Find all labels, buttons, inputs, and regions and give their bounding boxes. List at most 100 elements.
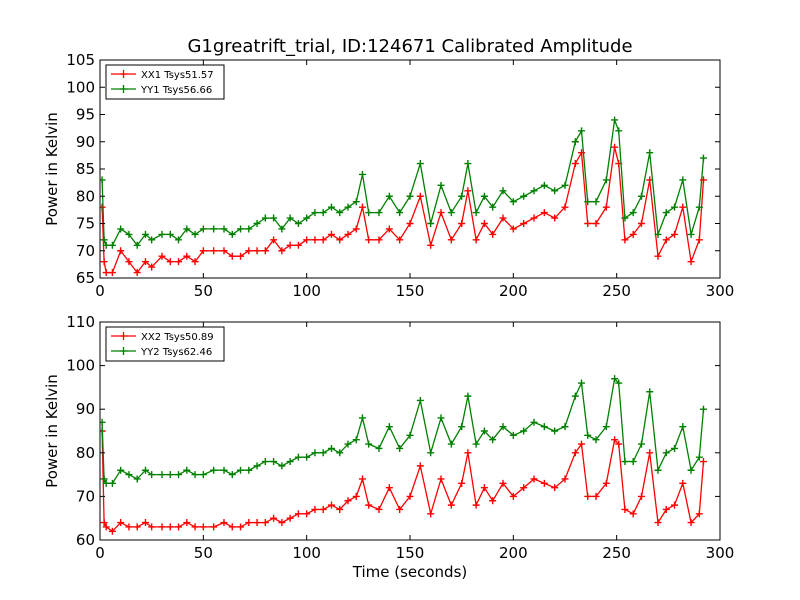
data-point [108,269,116,277]
data-point [148,263,156,271]
y-tick-label: 95 [76,106,95,124]
x-tick-label: 250 [602,544,631,562]
data-point [584,492,592,500]
data-point [102,479,110,487]
data-point [578,127,586,135]
data-point [344,440,352,448]
data-point [327,501,335,509]
data-point [278,462,286,470]
data-point [158,230,166,238]
y-tick-label: 100 [66,78,95,96]
data-point [303,510,311,518]
data-point [646,388,654,396]
data-point [191,471,199,479]
data-point [100,258,108,266]
data-point [294,220,302,227]
data-point [396,236,404,244]
x-tick-label: 100 [292,282,321,300]
data-point [278,519,286,527]
data-point [540,479,548,487]
data-point [261,214,269,222]
data-point [427,241,435,249]
data-point [489,497,497,505]
data-point [375,444,383,452]
data-point [133,475,141,483]
data-point [571,160,579,168]
data-point [108,479,116,487]
data-point [592,198,600,206]
y-tick-label: 65 [76,269,95,287]
data-point [406,220,414,227]
data-point [133,241,141,249]
data-point [327,230,335,238]
data-point [303,236,311,244]
data-point [699,458,707,466]
legend-label: XX2 Tsys50.89 [141,332,214,343]
data-point [416,462,424,470]
legend-swatch-marker [119,332,128,340]
data-point [385,484,393,492]
data-point [584,220,592,227]
data-point [637,440,645,448]
series-0 [100,143,707,277]
data-point [480,484,488,492]
data-point [602,203,610,211]
data-point [611,375,619,383]
data-point [237,466,245,474]
data-point [472,236,480,244]
data-point [551,214,559,222]
data-point [447,236,455,244]
data-point [520,484,528,492]
data-point [375,236,383,244]
data-point [210,225,218,233]
y-tick-label: 90 [76,133,95,151]
data-point [687,230,695,238]
data-point [336,505,344,513]
data-point [621,505,629,513]
data-point [637,492,645,500]
data-point [166,230,174,238]
y-tick-label: 90 [76,400,95,418]
data-point [117,466,125,474]
data-point [199,225,207,233]
data-point [396,209,404,217]
data-point [437,181,445,189]
data-point [561,181,569,189]
data-point [100,236,108,244]
x-tick-label: 100 [292,544,321,562]
data-point [509,492,517,500]
data-point [191,258,199,266]
data-point [102,241,110,249]
data-point [406,192,414,200]
data-point [311,449,319,457]
data-point [406,492,414,500]
x-tick-label: 300 [706,282,735,300]
data-point [228,230,236,238]
data-point [336,236,344,244]
data-point [286,214,294,222]
data-point [530,214,538,222]
data-point [183,519,191,527]
data-point [499,214,507,222]
data-point [611,143,619,151]
y-axis-label: Power in Kelvin [43,374,61,488]
data-point [699,154,707,162]
y-tick-label: 80 [76,444,95,462]
data-point [695,453,703,461]
data-point [530,418,538,426]
legend-swatch-marker [119,347,128,355]
data-point [458,220,466,227]
legend-swatch-marker [119,85,128,93]
data-point [365,236,373,244]
data-point [319,236,327,244]
data-point [344,497,352,505]
data-point [311,236,319,244]
data-point [327,444,335,452]
data-point [396,444,404,452]
data-point [253,220,261,227]
data-point [662,236,670,244]
series-0 [100,427,707,535]
data-point [100,176,106,184]
data-point [571,138,579,146]
